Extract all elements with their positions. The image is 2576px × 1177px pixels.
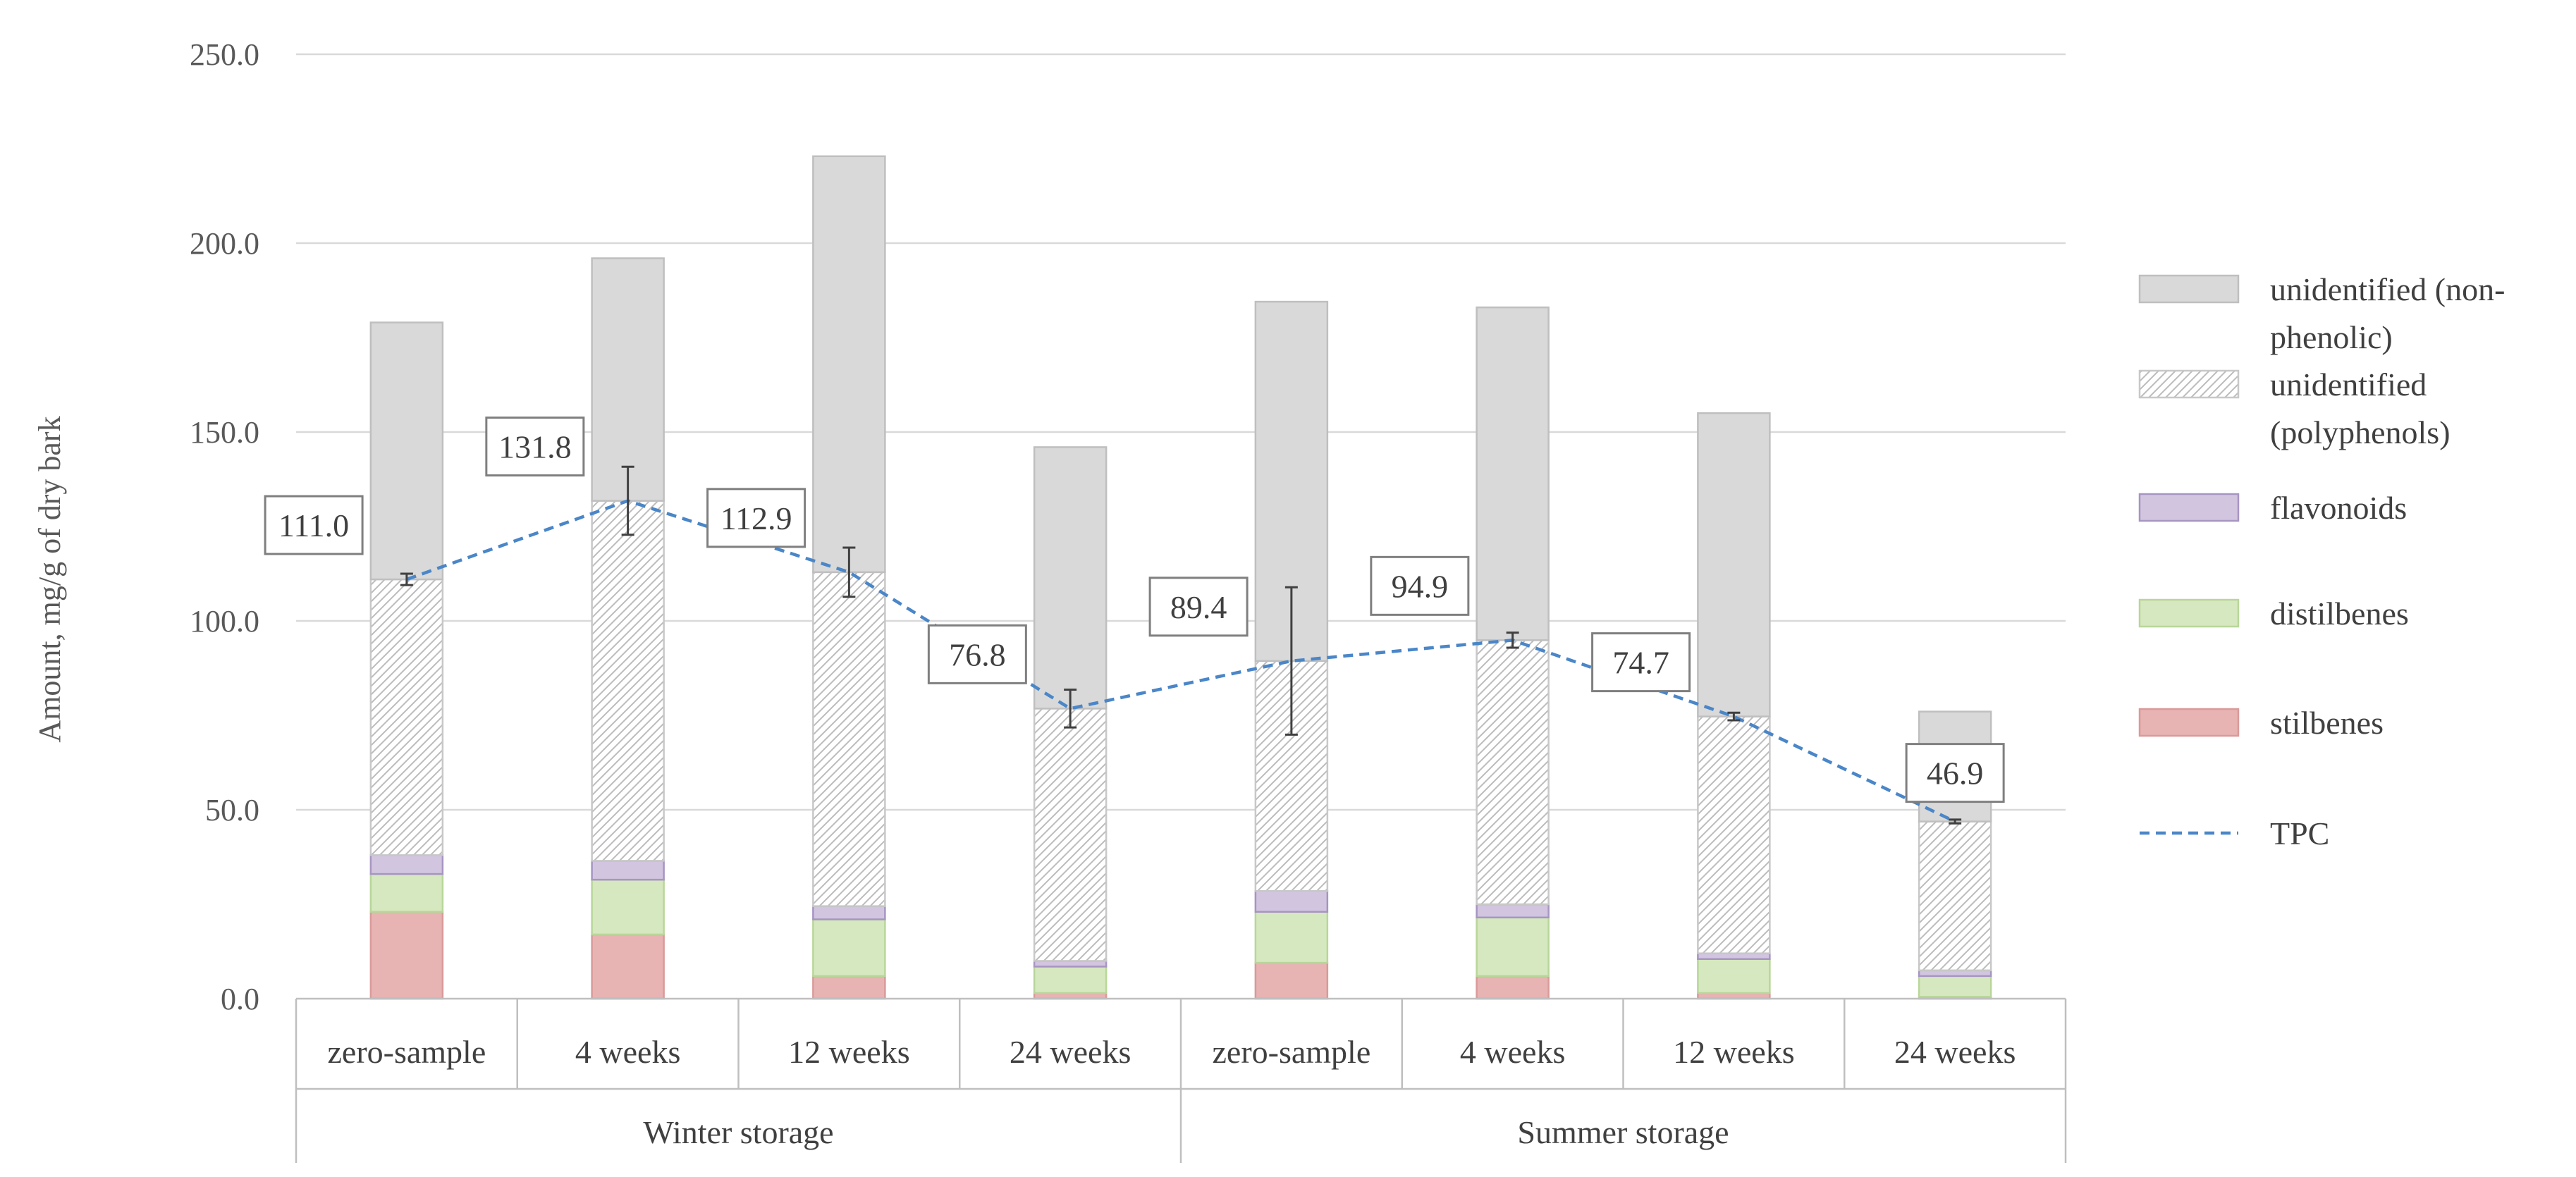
bar-unidentified-non-phenolic	[1697, 412, 1771, 717]
y-tick-label: 50.0	[205, 793, 259, 827]
bar-distilbenes	[369, 873, 444, 913]
x-tick-label: 4 weeks	[575, 1034, 680, 1070]
bar-distilbenes	[1476, 916, 1550, 978]
tpc-value-label: 111.0	[264, 495, 364, 555]
tpc-error-bar	[1949, 818, 1962, 825]
bar-stilbenes	[1476, 975, 1550, 1000]
tpc-value-label: 89.4	[1148, 577, 1249, 637]
bar-unidentified-non-phenolic	[1476, 306, 1550, 641]
x-tick-label: 24 weeks	[1894, 1034, 2016, 1070]
tpc-value-label: 74.7	[1591, 632, 1691, 693]
legend-label: (polyphenols)	[2270, 414, 2451, 450]
tpc-value-label: 112.9	[706, 488, 806, 548]
tpc-error-bar	[621, 465, 634, 536]
tpc-value-label: 94.9	[1370, 555, 1470, 616]
legend-item-distilbenes: distilbenes	[2138, 596, 2409, 631]
tpc-error-bar	[400, 572, 413, 586]
bar-distilbenes	[812, 918, 886, 978]
legend-label: phenolic)	[2270, 319, 2393, 355]
tpc-value-labels: 111.0 131.8 112.9 76.8 89.4 94.9 74.7 46.9	[264, 417, 2005, 803]
svg-text:111.0: 111.0	[278, 507, 349, 543]
bar-unidentified-polyphenols	[1033, 708, 1108, 962]
tpc-value-label: 131.8	[485, 417, 585, 477]
legend-item-flavonoids: flavonoids	[2138, 490, 2407, 526]
y-tick-label: 200.0	[190, 226, 259, 261]
bar-stilbenes	[812, 975, 886, 1000]
legend-swatch	[2138, 274, 2240, 304]
axes: 0.0 50.0 100.0 150.0 200.0 250.0 zero-sample 4 …	[190, 37, 2067, 1163]
x-tick-label: 4 weeks	[1460, 1034, 1565, 1070]
tpc-value-label: 46.9	[1905, 743, 2005, 803]
y-tick-label: 0.0	[221, 982, 259, 1016]
bar-distilbenes	[1697, 958, 1771, 994]
bar-unidentified-polyphenols	[812, 571, 886, 907]
x-tick-label: 12 weeks	[1673, 1034, 1794, 1070]
bar-unidentified-non-phenolic	[369, 321, 444, 581]
bar-flavonoids	[1476, 903, 1550, 919]
bar-unidentified-polyphenols	[1697, 715, 1771, 954]
bar-flavonoids	[1254, 889, 1329, 913]
tpc-value-label: 76.8	[927, 624, 1027, 684]
x-tick-label: 12 weeks	[788, 1034, 909, 1070]
legend-item-unidentified-polyphenols: unidentified (polyphenols)	[2138, 366, 2451, 450]
bar-distilbenes	[1918, 975, 1992, 998]
legend-item-tpc: TPC	[2140, 815, 2329, 851]
bar-unidentified-polyphenols	[369, 578, 444, 856]
bar-unidentified-polyphenols	[1918, 820, 1992, 972]
svg-text:46.9: 46.9	[1927, 756, 1984, 791]
gridlines	[296, 53, 2066, 811]
y-tick-label: 250.0	[190, 37, 259, 72]
x-group-label: Summer storage	[1517, 1114, 1729, 1150]
legend: unidentified (non-phenolic) unidentified (…	[2138, 271, 2505, 851]
y-axis-label: Amount, mg/g of dry bark	[32, 416, 67, 742]
svg-text:94.9: 94.9	[1392, 568, 1449, 604]
svg-text:112.9: 112.9	[720, 500, 792, 536]
bar-unidentified-non-phenolic	[591, 257, 665, 502]
bar-unidentified-polyphenols	[591, 500, 665, 862]
x-tick-label: zero-sample	[327, 1034, 486, 1070]
x-group-label: Winter storage	[643, 1114, 833, 1150]
tpc-error-bar	[842, 546, 856, 598]
svg-text:76.8: 76.8	[949, 636, 1006, 672]
bar-flavonoids	[591, 860, 665, 881]
legend-item-stilbenes: stilbenes	[2138, 705, 2384, 741]
x-tick-label: 24 weeks	[1010, 1034, 1131, 1070]
bar-distilbenes	[1254, 911, 1329, 964]
legend-label: unidentified	[2270, 366, 2427, 402]
bar-unidentified-non-phenolic	[1033, 446, 1108, 710]
legend-label: flavonoids	[2270, 490, 2407, 526]
bar-unidentified-polyphenols	[1476, 639, 1550, 906]
y-tick-label: 150.0	[190, 415, 259, 450]
bar-distilbenes	[1033, 966, 1108, 994]
tpc-error-bar	[1727, 711, 1741, 722]
tpc-error-bar	[1506, 631, 1519, 649]
legend-label: distilbenes	[2270, 596, 2409, 631]
bar-flavonoids	[812, 905, 886, 920]
bar-flavonoids	[369, 854, 444, 875]
tpc-line	[400, 465, 1962, 825]
svg-text:89.4: 89.4	[1170, 589, 1227, 625]
legend-swatch	[2138, 369, 2240, 399]
bar-stilbenes	[1254, 961, 1329, 1000]
bar-unidentified-non-phenolic	[812, 155, 886, 574]
tpc-line-path	[406, 499, 1956, 823]
tpc-error-bar	[1064, 689, 1077, 729]
bar-stilbenes	[591, 933, 665, 1000]
y-tick-label: 100.0	[190, 604, 259, 639]
legend-label: unidentified (non-	[2270, 271, 2505, 307]
svg-text:131.8: 131.8	[498, 429, 572, 465]
svg-text:74.7: 74.7	[1612, 645, 1669, 681]
legend-item-unidentified-non-phenolic: unidentified (non-phenolic)	[2138, 271, 2505, 355]
legend-swatch	[2138, 598, 2240, 628]
bars	[369, 155, 1992, 1000]
legend-label: stilbenes	[2270, 705, 2384, 741]
x-tick-label: zero-sample	[1212, 1034, 1370, 1070]
tpc-error-bar	[1284, 586, 1298, 736]
legend-label: TPC	[2270, 815, 2329, 851]
bar-distilbenes	[591, 878, 665, 936]
bar-stilbenes	[369, 911, 444, 1000]
legend-swatch	[2138, 493, 2240, 522]
legend-swatch	[2138, 708, 2240, 737]
